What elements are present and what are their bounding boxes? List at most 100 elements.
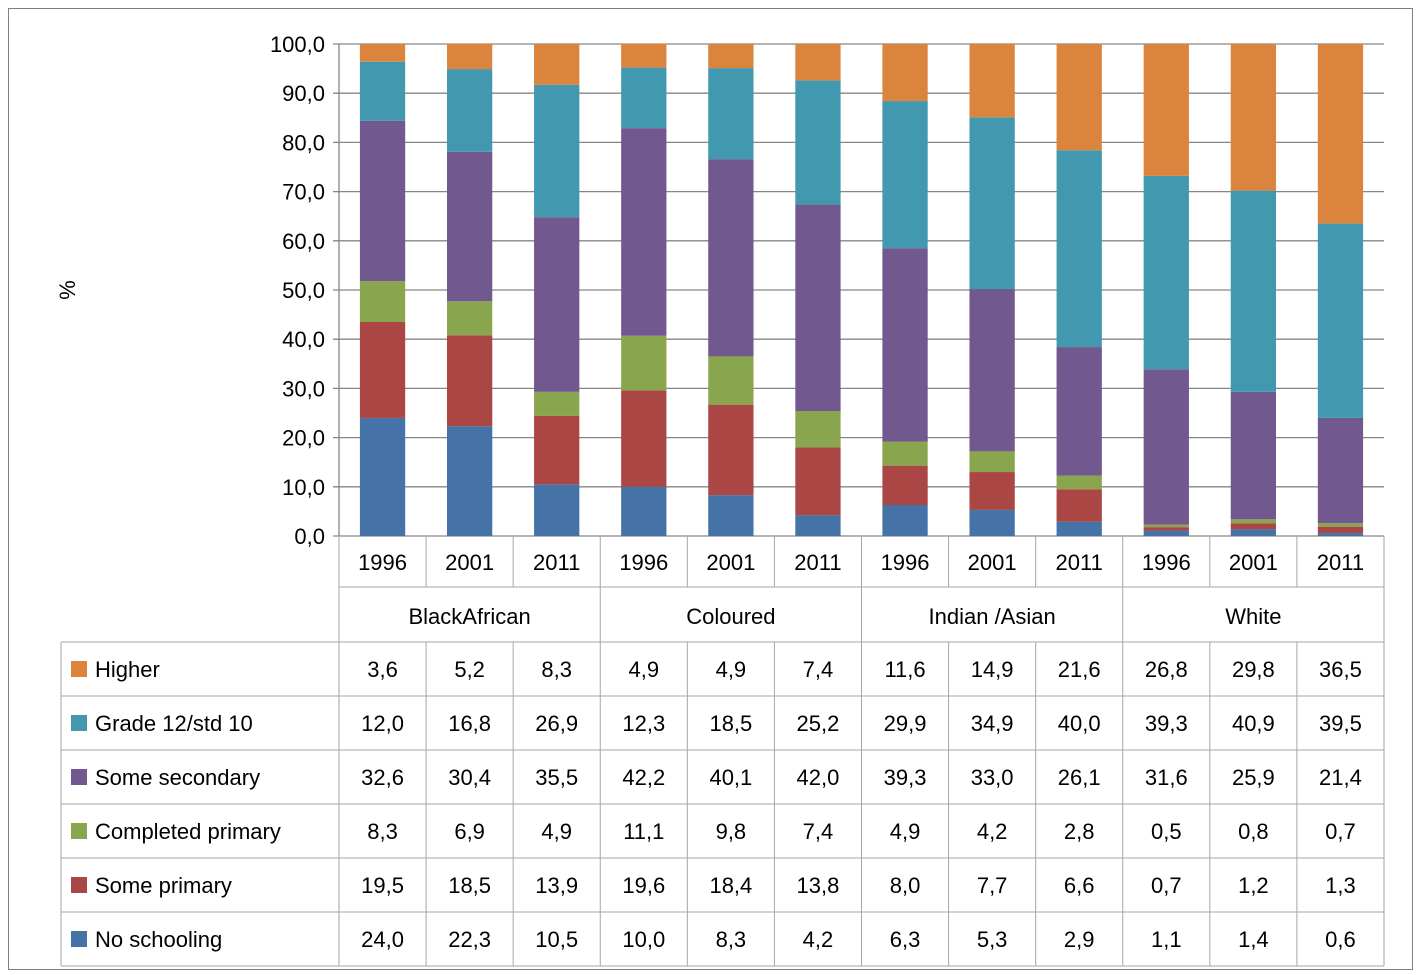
data-label: 42,2 — [622, 765, 665, 790]
data-label: 18,4 — [709, 873, 752, 898]
y-tick-label: 20,0 — [282, 426, 325, 451]
data-label: 12,3 — [622, 711, 665, 736]
data-label: 29,8 — [1232, 657, 1275, 682]
y-tick-label: 10,0 — [282, 475, 325, 500]
bar-segment — [1143, 175, 1189, 370]
bar-segment — [446, 151, 493, 302]
bar-segment — [882, 465, 928, 506]
group-label: Indian /Asian — [929, 604, 1056, 629]
bar-segment — [621, 486, 667, 536]
data-label: 3,6 — [367, 657, 398, 682]
y-axis-label: % — [55, 280, 80, 300]
data-label: 39,3 — [1145, 711, 1188, 736]
year-label: 1996 — [619, 550, 668, 575]
data-label: 16,8 — [448, 711, 491, 736]
data-label: 22,3 — [448, 927, 491, 952]
bar-segment — [534, 84, 580, 218]
bar-segment — [621, 335, 667, 391]
data-label: 19,5 — [361, 873, 404, 898]
bar-segment — [359, 417, 406, 536]
data-label: 8,0 — [890, 873, 921, 898]
data-label: 25,9 — [1232, 765, 1275, 790]
bar-segment — [1230, 190, 1277, 392]
bar-segment — [1056, 521, 1102, 536]
bar-segment — [446, 426, 493, 536]
bar-segment — [446, 335, 493, 427]
legend-swatch — [71, 823, 87, 839]
data-label: 39,5 — [1319, 711, 1362, 736]
data-label: 0,7 — [1325, 819, 1356, 844]
bar-segment — [882, 248, 928, 442]
data-label: 4,9 — [628, 657, 659, 682]
bar-segment — [969, 289, 1015, 452]
bar-segment — [359, 44, 406, 62]
data-label: 0,7 — [1151, 873, 1182, 898]
data-label: 2,9 — [1064, 927, 1095, 952]
data-label: 13,8 — [797, 873, 840, 898]
bar-segment — [621, 128, 667, 336]
year-label: 1996 — [881, 550, 930, 575]
data-label: 6,9 — [454, 819, 485, 844]
y-tick-label: 100,0 — [270, 32, 325, 57]
bar-segment — [1143, 369, 1189, 525]
bar-segment — [1143, 44, 1189, 176]
bar-segment — [1143, 524, 1189, 528]
data-label: 7,7 — [977, 873, 1008, 898]
bar-segment — [1056, 475, 1102, 490]
data-label: 18,5 — [448, 873, 491, 898]
data-label: 0,6 — [1325, 927, 1356, 952]
data-label: 0,5 — [1151, 819, 1182, 844]
bar-segment — [1143, 530, 1189, 536]
bar-segment — [621, 67, 667, 129]
bar-segment — [534, 484, 580, 536]
data-label: 25,2 — [797, 711, 840, 736]
stacked-bar-chart: 0,0 10,0 20,0 30,0 40,0 50,0 60,0 70,0 80,0 90,0 1… — [55, 32, 1385, 967]
year-label: 2001 — [1229, 550, 1278, 575]
data-label: 7,4 — [803, 819, 834, 844]
bar-segment — [1056, 150, 1102, 348]
data-label: 33,0 — [971, 765, 1014, 790]
bar-segment — [359, 120, 406, 282]
bar-segment — [621, 390, 667, 487]
y-tick-label: 0,0 — [294, 524, 325, 549]
year-label: 2011 — [794, 550, 841, 575]
data-label: 5,3 — [977, 927, 1008, 952]
year-label: 2001 — [706, 550, 755, 575]
y-tick-label: 40,0 — [282, 327, 325, 352]
data-label: 26,8 — [1145, 657, 1188, 682]
year-label: 1996 — [358, 550, 407, 575]
bar-segment — [534, 415, 580, 485]
data-label: 40,0 — [1058, 711, 1101, 736]
data-label: 26,1 — [1058, 765, 1101, 790]
data-label: 24,0 — [361, 927, 404, 952]
bar-segment — [359, 61, 406, 121]
bar-segment — [446, 43, 493, 70]
data-label: 5,2 — [454, 657, 485, 682]
year-label: 2001 — [445, 550, 494, 575]
data-label: 21,6 — [1058, 657, 1101, 682]
group-label: Coloured — [686, 604, 775, 629]
bar-segment — [534, 44, 580, 85]
bar-segment — [708, 356, 754, 405]
group-label: BlackAfrican — [408, 604, 530, 629]
bar-segment — [1230, 529, 1277, 536]
bar-segment — [1230, 523, 1277, 530]
year-label: 2011 — [1056, 550, 1103, 575]
group-label: White — [1225, 604, 1281, 629]
year-label: 2011 — [533, 550, 580, 575]
data-label: 1,2 — [1238, 873, 1269, 898]
bar-segment — [969, 117, 1015, 290]
data-label: 7,4 — [803, 657, 834, 682]
data-label: 1,3 — [1325, 873, 1356, 898]
legend-label: Some secondary — [95, 765, 260, 790]
data-label: 42,0 — [797, 765, 840, 790]
data-label: 0,8 — [1238, 819, 1269, 844]
bar-segment — [795, 515, 841, 536]
data-label: 11,1 — [623, 819, 664, 844]
data-label: 34,9 — [971, 711, 1014, 736]
bar-segment — [1056, 347, 1102, 476]
year-label: 2011 — [1317, 550, 1364, 575]
bar-segment — [708, 44, 754, 69]
bar-segment — [534, 217, 580, 392]
data-label: 40,9 — [1232, 711, 1275, 736]
